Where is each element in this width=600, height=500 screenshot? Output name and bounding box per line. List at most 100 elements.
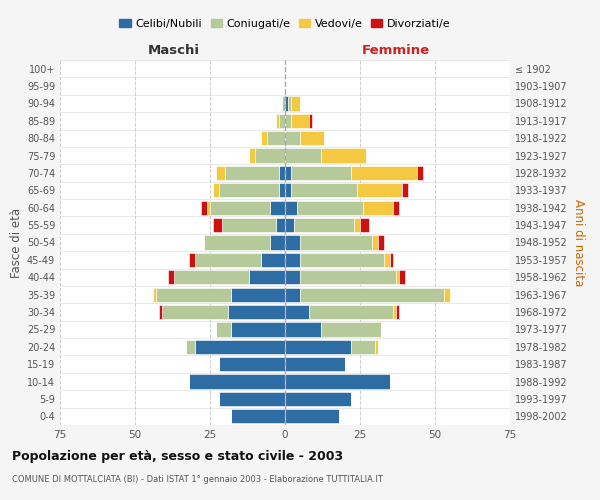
Bar bbox=[300, 236, 372, 250]
Bar bbox=[396, 305, 399, 319]
Bar bbox=[300, 131, 324, 146]
Bar bbox=[231, 288, 285, 302]
Bar bbox=[393, 200, 399, 215]
Bar bbox=[363, 200, 393, 215]
Bar bbox=[216, 166, 225, 180]
Bar bbox=[249, 148, 255, 162]
Bar bbox=[174, 270, 249, 284]
Bar bbox=[402, 183, 408, 198]
Bar bbox=[351, 340, 375, 354]
Bar bbox=[291, 166, 351, 180]
Bar bbox=[285, 288, 300, 302]
Bar bbox=[216, 322, 231, 336]
Bar bbox=[291, 96, 300, 110]
Bar bbox=[210, 200, 270, 215]
Bar bbox=[219, 392, 285, 406]
Bar bbox=[285, 218, 294, 232]
Bar bbox=[255, 148, 285, 162]
Bar bbox=[222, 218, 276, 232]
Bar bbox=[156, 288, 231, 302]
Bar bbox=[378, 236, 384, 250]
Bar bbox=[291, 183, 357, 198]
Bar bbox=[279, 114, 285, 128]
Bar bbox=[261, 131, 267, 146]
Bar bbox=[228, 305, 285, 319]
Bar bbox=[444, 288, 450, 302]
Bar bbox=[213, 218, 222, 232]
Bar bbox=[279, 166, 285, 180]
Bar bbox=[204, 236, 270, 250]
Bar bbox=[285, 340, 351, 354]
Bar bbox=[285, 374, 390, 388]
Bar bbox=[231, 409, 285, 424]
Bar bbox=[285, 392, 351, 406]
Bar bbox=[285, 270, 300, 284]
Legend: Celibi/Nubili, Coniugati/e, Vedovi/e, Divorziati/e: Celibi/Nubili, Coniugati/e, Vedovi/e, Di… bbox=[115, 14, 455, 34]
Bar bbox=[219, 357, 285, 372]
Bar bbox=[279, 183, 285, 198]
Bar bbox=[285, 183, 291, 198]
Bar bbox=[297, 200, 363, 215]
Bar bbox=[285, 322, 321, 336]
Bar bbox=[276, 114, 279, 128]
Bar bbox=[195, 340, 285, 354]
Bar bbox=[294, 218, 354, 232]
Y-axis label: Fasce di età: Fasce di età bbox=[10, 208, 23, 278]
Y-axis label: Anni di nascita: Anni di nascita bbox=[572, 199, 585, 286]
Bar bbox=[384, 253, 390, 267]
Bar bbox=[162, 305, 228, 319]
Bar bbox=[285, 96, 288, 110]
Bar bbox=[300, 270, 396, 284]
Bar bbox=[288, 96, 291, 110]
Bar bbox=[261, 253, 285, 267]
Bar bbox=[186, 340, 195, 354]
Bar bbox=[159, 305, 162, 319]
Bar bbox=[360, 218, 369, 232]
Bar bbox=[309, 305, 393, 319]
Bar bbox=[300, 288, 444, 302]
Bar bbox=[354, 218, 360, 232]
Text: Femmine: Femmine bbox=[362, 44, 430, 57]
Bar bbox=[267, 131, 285, 146]
Bar bbox=[270, 236, 285, 250]
Bar bbox=[231, 322, 285, 336]
Bar bbox=[285, 148, 321, 162]
Bar bbox=[393, 305, 396, 319]
Bar bbox=[300, 253, 384, 267]
Bar bbox=[213, 183, 219, 198]
Bar bbox=[417, 166, 423, 180]
Bar bbox=[207, 200, 210, 215]
Text: Maschi: Maschi bbox=[148, 44, 200, 57]
Bar bbox=[321, 322, 381, 336]
Bar bbox=[276, 218, 285, 232]
Bar bbox=[249, 270, 285, 284]
Bar bbox=[195, 253, 261, 267]
Bar bbox=[270, 200, 285, 215]
Bar bbox=[285, 305, 309, 319]
Bar bbox=[285, 200, 297, 215]
Text: Popolazione per età, sesso e stato civile - 2003: Popolazione per età, sesso e stato civil… bbox=[12, 450, 343, 463]
Bar bbox=[189, 374, 285, 388]
Bar bbox=[399, 270, 405, 284]
Bar bbox=[285, 236, 300, 250]
Bar bbox=[153, 288, 156, 302]
Bar bbox=[285, 357, 345, 372]
Bar bbox=[351, 166, 417, 180]
Bar bbox=[282, 96, 285, 110]
Bar bbox=[285, 114, 291, 128]
Bar bbox=[168, 270, 174, 284]
Bar bbox=[285, 409, 339, 424]
Bar bbox=[225, 166, 279, 180]
Bar bbox=[291, 114, 309, 128]
Text: COMUNE DI MOTTALCIATA (BI) - Dati ISTAT 1° gennaio 2003 - Elaborazione TUTTITALI: COMUNE DI MOTTALCIATA (BI) - Dati ISTAT … bbox=[12, 475, 383, 484]
Bar bbox=[219, 183, 279, 198]
Bar bbox=[285, 131, 300, 146]
Bar bbox=[309, 114, 312, 128]
Bar bbox=[201, 200, 207, 215]
Bar bbox=[189, 253, 195, 267]
Bar bbox=[375, 340, 378, 354]
Bar bbox=[285, 166, 291, 180]
Bar bbox=[357, 183, 402, 198]
Bar bbox=[396, 270, 399, 284]
Bar bbox=[390, 253, 393, 267]
